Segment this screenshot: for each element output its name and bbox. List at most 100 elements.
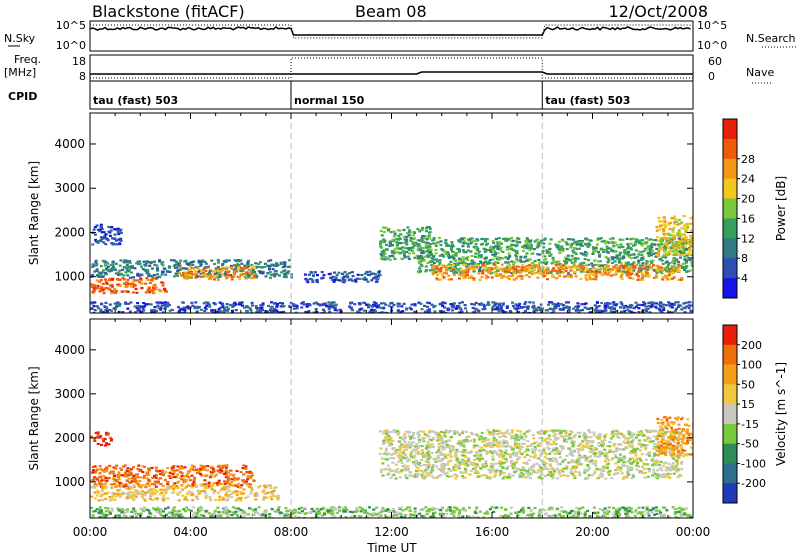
heatmap-cell	[95, 490, 99, 493]
heatmap-cell	[657, 473, 661, 476]
heatmap-cell	[460, 311, 464, 313]
heatmap-cell	[598, 253, 602, 256]
heatmap-cell	[163, 301, 167, 304]
heatmap-cell	[636, 447, 640, 450]
heatmap-cell	[126, 274, 130, 277]
heatmap-cell	[442, 264, 446, 267]
heatmap-cell	[619, 265, 623, 268]
heatmap-cell	[107, 287, 111, 290]
heatmap-cell	[689, 229, 693, 232]
heatmap-cell	[210, 259, 214, 262]
heatmap-cell	[662, 228, 665, 231]
heatmap-cell	[266, 491, 269, 494]
heatmap-cell	[442, 466, 446, 469]
heatmap-cell	[510, 464, 514, 468]
heatmap-cell	[617, 246, 621, 249]
heatmap-cell	[327, 308, 331, 311]
heatmap-cell	[110, 290, 114, 293]
heatmap-cell	[409, 437, 412, 440]
heatmap-cell	[622, 448, 626, 451]
heatmap-cell	[90, 486, 94, 489]
heatmap-cell	[475, 238, 479, 241]
heatmap-cell	[684, 301, 688, 304]
heatmap-cell	[569, 259, 573, 262]
heatmap-cell	[93, 486, 96, 489]
heatmap-cell	[537, 258, 541, 262]
heatmap-cell	[593, 259, 597, 262]
heatmap-cell	[533, 240, 537, 243]
heatmap-cell	[380, 234, 384, 237]
heatmap-cell	[194, 301, 198, 304]
heatmap-cell	[474, 239, 478, 243]
heatmap-cell	[242, 492, 246, 495]
heatmap-cell	[409, 453, 413, 456]
heatmap-cell	[661, 276, 665, 279]
heatmap-cell	[678, 235, 682, 238]
heatmap-cell	[670, 269, 674, 272]
heatmap-cell	[204, 494, 208, 497]
heatmap-cell	[270, 263, 274, 266]
heatmap-cell	[389, 231, 393, 234]
heatmap-cell	[240, 262, 244, 265]
heatmap-cell	[671, 240, 675, 243]
heatmap-cell	[560, 245, 564, 248]
heatmap-cell	[179, 268, 183, 271]
heatmap-cell	[300, 302, 304, 305]
heatmap-cell	[653, 276, 657, 279]
heatmap-cell	[462, 241, 466, 244]
heatmap-cell	[636, 461, 639, 464]
heatmap-cell	[389, 476, 393, 479]
heatmap-cell	[165, 488, 169, 491]
heatmap-cell	[472, 270, 476, 273]
heatmap-cell	[99, 278, 103, 282]
heatmap-cell	[663, 252, 667, 255]
heatmap-cell	[390, 250, 394, 253]
heatmap-cell	[212, 491, 216, 495]
heatmap-cell	[164, 490, 168, 493]
heatmap-cell	[160, 262, 164, 265]
heatmap-cell	[99, 226, 103, 229]
heatmap-cell	[538, 449, 541, 452]
heatmap-cell	[252, 275, 256, 278]
heatmap-cell	[218, 275, 222, 278]
heatmap-cell	[156, 482, 160, 485]
heatmap-cell	[666, 232, 670, 235]
heatmap-cell	[269, 495, 273, 498]
heatmap-cell	[122, 261, 126, 264]
heatmap-cell	[537, 464, 541, 467]
heatmap-cell	[282, 275, 286, 278]
heatmap-cell	[659, 270, 663, 274]
heatmap-cell	[276, 498, 280, 501]
heatmap-cell	[145, 272, 149, 275]
heatmap-cell	[514, 307, 518, 311]
heatmap-cell	[567, 257, 571, 260]
heatmap-cell	[160, 472, 164, 475]
heatmap-cell	[477, 309, 481, 312]
heatmap-cell	[631, 473, 635, 476]
heatmap-cell	[469, 237, 472, 240]
heatmap-cell	[585, 252, 589, 255]
heatmap-cell	[304, 310, 308, 313]
heatmap-cell	[113, 474, 116, 478]
heatmap-cell	[431, 271, 435, 274]
heatmap-cell	[90, 435, 94, 438]
heatmap-cell	[155, 490, 159, 493]
heatmap-cell	[120, 468, 123, 471]
heatmap-cell	[662, 308, 666, 311]
heatmap-cell	[657, 216, 661, 219]
heatmap-cell	[592, 247, 596, 250]
heatmap-cell	[480, 449, 484, 453]
heatmap-cell	[387, 304, 391, 307]
heatmap-cell	[149, 303, 153, 306]
heatmap-cell	[496, 244, 500, 247]
heatmap-cell	[113, 233, 117, 236]
heatmap-cell	[583, 439, 587, 442]
heatmap-cell	[131, 282, 135, 285]
heatmap-cell	[427, 246, 431, 249]
heatmap-cell	[505, 248, 509, 251]
heatmap-cell	[611, 242, 615, 245]
heatmap-cell	[232, 270, 236, 273]
heatmap-cell	[410, 303, 414, 306]
heatmap-cell	[593, 304, 597, 307]
heatmap-cell	[458, 262, 462, 265]
